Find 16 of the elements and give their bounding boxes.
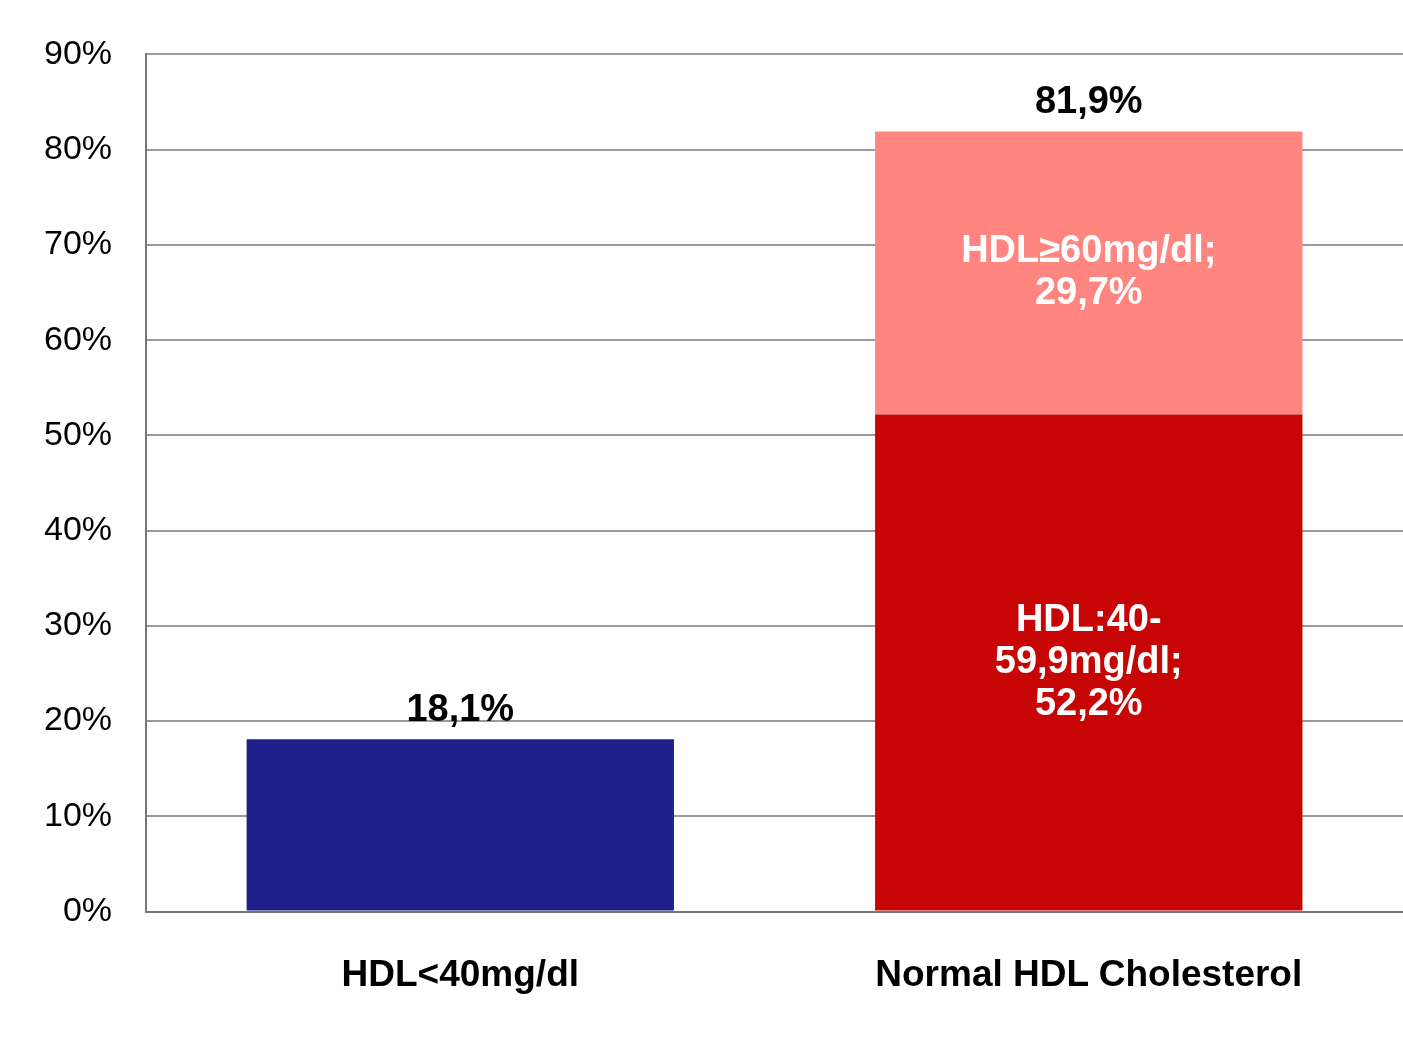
- data-label: HDL:40- 59,9mg/dl; 52,2%: [994, 597, 1183, 723]
- total-label: 18,1%: [406, 686, 515, 729]
- y-tick-label: 30%: [43, 604, 113, 643]
- y-tick-label: 50%: [43, 413, 113, 452]
- y-tick-label: 90%: [43, 32, 113, 71]
- x-tick-label: HDL<40mg/dl: [341, 953, 580, 994]
- total-label: 81,9%: [1034, 79, 1143, 122]
- data-label: HDL≥60mg/dl; 29,7%: [961, 228, 1217, 313]
- y-tick-label: 10%: [43, 794, 113, 833]
- y-tick-label: 70%: [43, 223, 113, 262]
- y-tick-label: 20%: [43, 699, 113, 738]
- y-tick-label: 0%: [62, 889, 113, 928]
- y-tick-label: 60%: [43, 318, 113, 357]
- y-tick-label: 80%: [43, 128, 113, 167]
- y-tick-label: 40%: [43, 509, 113, 547]
- x-tick-label: Normal HDL Cholesterol: [875, 953, 1303, 994]
